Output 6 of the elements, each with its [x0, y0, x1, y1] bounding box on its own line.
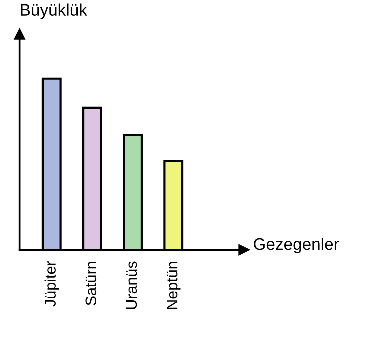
x-tick-label: Uranüs [126, 262, 138, 310]
x-tick-label: Neptün [167, 262, 181, 310]
x-axis-title: Gezegenler [254, 238, 340, 254]
y-axis-title: Büyüklük [21, 4, 88, 20]
x-tick-label: Satürn [86, 262, 97, 306]
x-tick-label: Jüpiter [44, 261, 59, 307]
